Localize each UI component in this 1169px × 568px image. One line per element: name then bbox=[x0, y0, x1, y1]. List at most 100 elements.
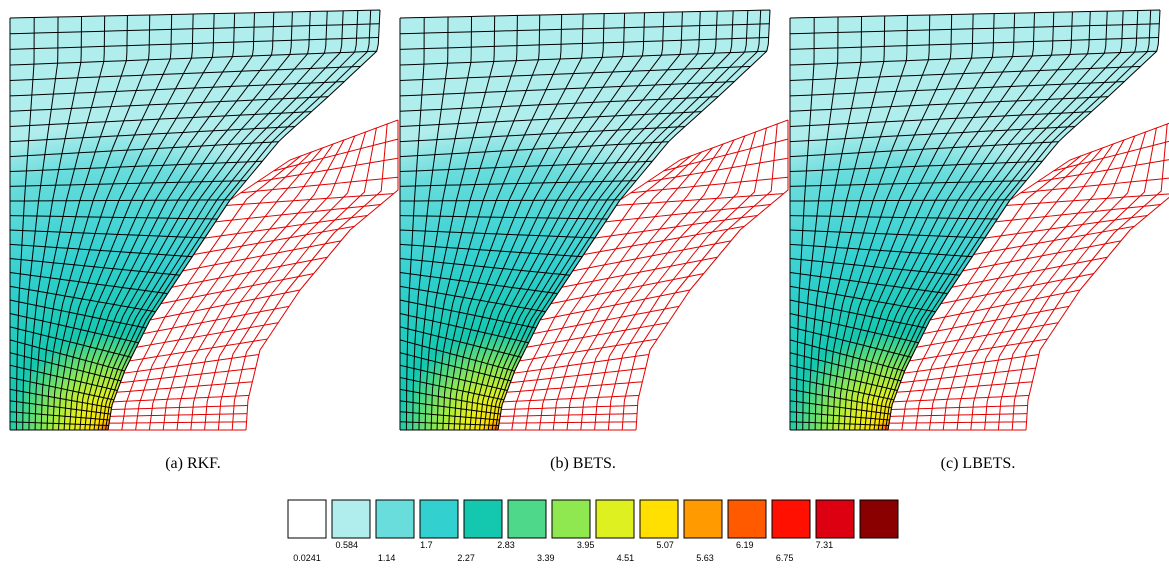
mesh-line bbox=[245, 120, 399, 431]
legend-swatch bbox=[683, 499, 723, 539]
mesh-line bbox=[399, 400, 501, 415]
contour-fill bbox=[10, 10, 380, 430]
mesh-line bbox=[162, 143, 334, 431]
mesh-line bbox=[789, 96, 1109, 112]
mesh-line bbox=[399, 285, 546, 313]
legend-swatch bbox=[463, 499, 503, 539]
caption: (c) LBETS. bbox=[941, 455, 1016, 472]
mesh-line bbox=[789, 111, 1092, 127]
mesh-line bbox=[399, 313, 529, 344]
legend-swatch bbox=[419, 499, 459, 539]
mesh-line bbox=[101, 10, 359, 431]
mesh-line bbox=[399, 81, 735, 97]
mesh-line bbox=[399, 243, 583, 258]
mesh-line bbox=[399, 111, 702, 127]
mesh-line bbox=[789, 258, 960, 276]
legend-swatch bbox=[815, 499, 855, 539]
mesh-line bbox=[789, 377, 895, 401]
mesh-line bbox=[399, 364, 508, 391]
mesh-line bbox=[789, 243, 973, 258]
mesh-line bbox=[1025, 196, 1169, 431]
mesh-line bbox=[789, 313, 919, 344]
mesh-line bbox=[789, 421, 889, 426]
mesh-line bbox=[436, 14, 541, 431]
mesh-line bbox=[789, 326, 912, 358]
contour-fill bbox=[790, 10, 1160, 430]
mesh-line bbox=[942, 143, 1114, 431]
mesh-line bbox=[105, 10, 372, 431]
legend-swatch bbox=[771, 499, 811, 539]
mesh-line bbox=[9, 9, 381, 19]
mesh-line bbox=[789, 180, 1027, 187]
mesh-line bbox=[789, 199, 1011, 202]
mesh-line bbox=[9, 126, 296, 143]
mesh-line bbox=[9, 111, 312, 127]
legend-label: 5.07 bbox=[656, 540, 674, 550]
mesh-line bbox=[34, 15, 106, 431]
mesh-line bbox=[997, 127, 1157, 431]
mesh-line bbox=[84, 11, 293, 431]
legend-swatch bbox=[507, 499, 547, 539]
legend-label: 7.31 bbox=[816, 540, 834, 550]
mesh-line bbox=[63, 13, 215, 431]
mesh-line bbox=[881, 10, 1139, 431]
mesh-line bbox=[9, 339, 125, 372]
mesh-line bbox=[9, 180, 247, 187]
mesh-line bbox=[9, 364, 118, 391]
mesh-line bbox=[789, 81, 1125, 97]
mesh-line bbox=[430, 15, 518, 431]
mesh-line bbox=[399, 229, 595, 239]
mesh-line bbox=[204, 131, 367, 431]
mesh-line bbox=[9, 36, 379, 50]
mesh-line bbox=[566, 139, 735, 431]
legend-swatch bbox=[727, 499, 767, 539]
mesh-line bbox=[854, 12, 1036, 431]
legend-swatch bbox=[551, 499, 591, 539]
mesh-line bbox=[491, 10, 749, 431]
mesh-line bbox=[9, 243, 193, 258]
mesh-line bbox=[479, 11, 701, 431]
mesh-line bbox=[412, 16, 449, 431]
legend-swatch bbox=[639, 499, 679, 539]
mesh-line bbox=[869, 11, 1091, 431]
mesh-line bbox=[838, 14, 974, 431]
mesh-line bbox=[789, 285, 936, 313]
mesh-line bbox=[789, 50, 1157, 66]
mesh-line bbox=[405, 17, 425, 431]
mesh-line bbox=[9, 50, 377, 66]
mesh-line bbox=[9, 326, 132, 358]
mesh-line bbox=[621, 123, 778, 431]
mesh-line bbox=[448, 14, 584, 431]
mesh-line bbox=[399, 339, 515, 372]
mesh-line bbox=[808, 16, 863, 431]
legend-label: 3.39 bbox=[537, 553, 555, 563]
legend-swatch bbox=[375, 499, 415, 539]
legend-label: 0.0241 bbox=[293, 553, 321, 563]
mesh-line bbox=[217, 127, 377, 431]
mesh-panel bbox=[399, 9, 789, 431]
mesh-line bbox=[789, 400, 891, 415]
mesh-line bbox=[9, 411, 110, 421]
mesh-line bbox=[399, 352, 512, 382]
mesh-line bbox=[79, 12, 275, 431]
mesh-line bbox=[9, 258, 180, 276]
mesh-line bbox=[789, 299, 927, 329]
mesh-line bbox=[22, 16, 59, 431]
mesh-line bbox=[497, 9, 771, 431]
mesh-line bbox=[399, 50, 767, 66]
mesh-line bbox=[789, 36, 1159, 50]
mesh-line bbox=[525, 151, 702, 431]
legend-swatch bbox=[331, 499, 371, 539]
mesh-line bbox=[877, 10, 1124, 431]
mesh-line bbox=[789, 160, 1043, 173]
mesh-line bbox=[789, 126, 1076, 143]
mesh-line bbox=[789, 65, 1141, 82]
mesh-line bbox=[495, 10, 762, 431]
mesh-line bbox=[9, 272, 168, 295]
legend-swatch bbox=[595, 499, 635, 539]
mesh-line bbox=[9, 141, 279, 158]
mesh-line bbox=[9, 215, 218, 220]
mesh-line bbox=[802, 16, 839, 431]
mesh-line bbox=[789, 352, 902, 382]
mesh-line bbox=[176, 139, 345, 431]
